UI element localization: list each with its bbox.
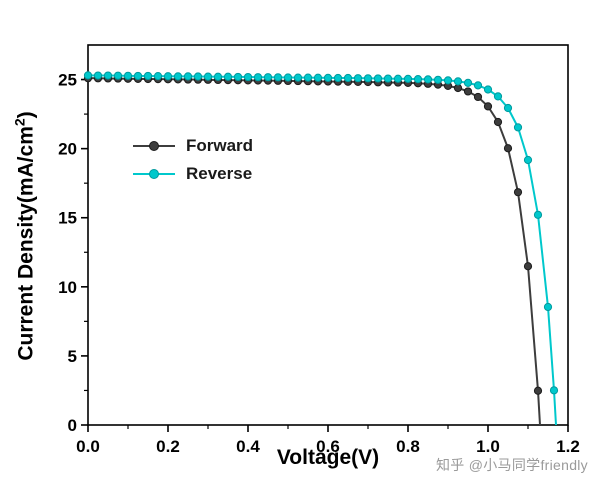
data-point-marker bbox=[133, 71, 143, 81]
data-point-marker bbox=[493, 117, 503, 127]
data-point-marker bbox=[263, 73, 273, 82]
data-point-marker bbox=[513, 188, 523, 197]
y-axis-label-main: Current Density(mA/cm bbox=[14, 126, 38, 361]
legend-label-reverse: Reverse bbox=[186, 163, 253, 183]
data-point-marker bbox=[173, 72, 183, 81]
data-point-marker bbox=[463, 78, 473, 87]
legend-item-reverse: Reverse bbox=[131, 161, 253, 186]
data-point-marker bbox=[303, 73, 313, 82]
y-tick-label: 10 bbox=[58, 278, 77, 297]
data-point-marker bbox=[443, 76, 453, 85]
data-point-marker bbox=[123, 71, 133, 80]
x-tick-label: 1.0 bbox=[476, 437, 500, 456]
data-point-marker bbox=[233, 72, 243, 82]
data-point-marker bbox=[373, 74, 383, 83]
data-point-marker bbox=[323, 73, 333, 82]
data-point-marker bbox=[93, 71, 103, 80]
data-point-marker bbox=[103, 71, 113, 80]
y-axis-label-superscript: 2 bbox=[11, 118, 28, 127]
data-point-marker bbox=[413, 75, 423, 84]
data-point-marker bbox=[403, 74, 413, 83]
x-tick-label: 0.8 bbox=[396, 437, 420, 456]
data-point-marker bbox=[483, 102, 493, 111]
legend-marker-sample bbox=[149, 168, 159, 179]
y-tick-label: 5 bbox=[68, 347, 77, 366]
y-tick-label: 25 bbox=[58, 71, 77, 90]
data-point-marker bbox=[523, 155, 533, 165]
data-point-marker bbox=[83, 71, 93, 80]
legend-swatch-forward bbox=[133, 140, 175, 151]
watermark: 知乎 @小马同学friendly bbox=[435, 457, 588, 473]
data-point-marker bbox=[163, 72, 173, 81]
data-point-marker bbox=[353, 74, 363, 83]
series-markers-reverse bbox=[83, 71, 559, 395]
data-point-marker bbox=[463, 87, 473, 96]
y-axis-label-end: ) bbox=[14, 111, 38, 119]
data-point-marker bbox=[143, 71, 153, 81]
data-point-marker bbox=[549, 386, 559, 395]
data-point-marker bbox=[493, 92, 503, 101]
data-point-marker bbox=[473, 81, 483, 90]
x-axis-label: Voltage(V) bbox=[276, 446, 380, 469]
series-markers-forward bbox=[83, 74, 543, 395]
data-point-marker bbox=[483, 85, 493, 94]
data-point-marker bbox=[503, 144, 513, 153]
data-point-marker bbox=[273, 73, 283, 82]
data-point-marker bbox=[513, 123, 523, 132]
data-point-marker bbox=[453, 77, 463, 86]
legend: Forward Reverse bbox=[131, 133, 253, 186]
series-line-forward bbox=[87, 77, 541, 426]
data-point-marker bbox=[333, 73, 343, 83]
plot-box bbox=[87, 44, 569, 426]
data-point-marker bbox=[363, 74, 373, 83]
legend-item-forward: Forward bbox=[131, 133, 253, 158]
legend-label-forward: Forward bbox=[186, 135, 254, 155]
data-point-marker bbox=[213, 72, 223, 81]
data-point-marker bbox=[193, 72, 203, 81]
y-tick-label: 15 bbox=[58, 209, 77, 228]
x-tick-label: 0.0 bbox=[76, 437, 100, 456]
legend-marker-sample bbox=[149, 140, 159, 151]
x-tick-label: 0.4 bbox=[236, 437, 260, 456]
data-point-marker bbox=[503, 103, 513, 113]
data-point-marker bbox=[543, 302, 553, 312]
data-point-marker bbox=[533, 386, 543, 395]
data-point-marker bbox=[283, 73, 293, 82]
data-point-marker bbox=[383, 74, 393, 83]
data-point-marker bbox=[473, 92, 483, 102]
data-point-marker bbox=[393, 74, 403, 83]
data-point-marker bbox=[423, 75, 433, 84]
data-point-marker bbox=[183, 72, 193, 81]
x-tick-label: 0.6 bbox=[316, 437, 340, 456]
data-point-marker bbox=[223, 72, 233, 81]
y-tick-label: 0 bbox=[68, 416, 77, 435]
y-axis-label: Current Density(mA/cm2) bbox=[12, 111, 39, 360]
data-point-marker bbox=[343, 73, 353, 83]
data-point-marker bbox=[243, 72, 253, 82]
legend-swatch-reverse bbox=[133, 168, 175, 179]
data-point-marker bbox=[313, 73, 323, 82]
data-point-marker bbox=[523, 262, 533, 271]
data-point-marker bbox=[533, 210, 543, 219]
data-point-marker bbox=[293, 73, 303, 82]
data-point-marker bbox=[153, 71, 163, 81]
y-tick-label: 20 bbox=[58, 140, 77, 159]
data-point-marker bbox=[453, 83, 463, 93]
data-point-marker bbox=[433, 75, 443, 84]
data-point-marker bbox=[113, 71, 123, 80]
data-point-marker bbox=[253, 73, 263, 82]
x-tick-label: 0.2 bbox=[156, 437, 180, 456]
series-line-reverse bbox=[87, 74, 557, 426]
x-tick-label: 1.2 bbox=[556, 437, 580, 456]
data-point-marker bbox=[203, 72, 213, 81]
